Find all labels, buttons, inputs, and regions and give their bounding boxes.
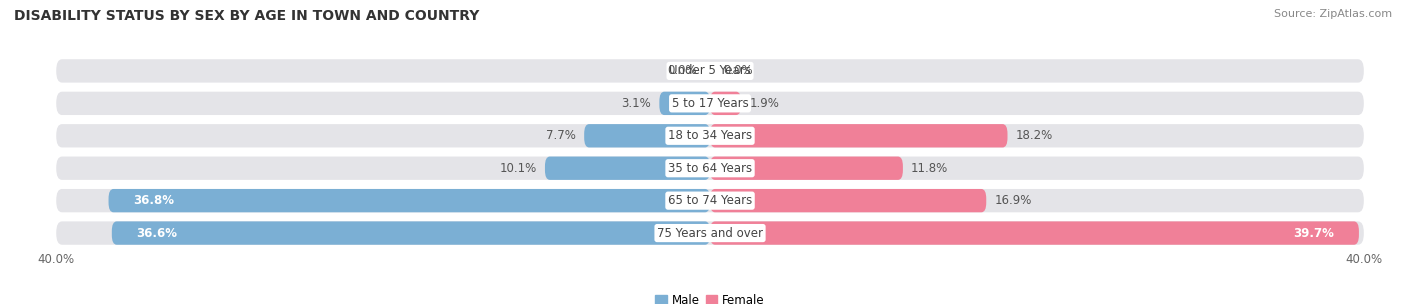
FancyBboxPatch shape	[659, 92, 710, 115]
Text: 5 to 17 Years: 5 to 17 Years	[672, 97, 748, 110]
Text: 11.8%: 11.8%	[911, 162, 948, 175]
Text: 35 to 64 Years: 35 to 64 Years	[668, 162, 752, 175]
FancyBboxPatch shape	[546, 157, 710, 180]
Text: 3.1%: 3.1%	[621, 97, 651, 110]
Text: 18 to 34 Years: 18 to 34 Years	[668, 129, 752, 142]
FancyBboxPatch shape	[710, 124, 1008, 147]
Text: 36.8%: 36.8%	[134, 194, 174, 207]
FancyBboxPatch shape	[710, 221, 1360, 245]
FancyBboxPatch shape	[56, 157, 1364, 180]
FancyBboxPatch shape	[710, 157, 903, 180]
Text: 75 Years and over: 75 Years and over	[657, 226, 763, 240]
Text: Under 5 Years: Under 5 Years	[669, 64, 751, 78]
FancyBboxPatch shape	[56, 124, 1364, 147]
Text: 7.7%: 7.7%	[546, 129, 576, 142]
FancyBboxPatch shape	[583, 124, 710, 147]
Text: 39.7%: 39.7%	[1294, 226, 1334, 240]
FancyBboxPatch shape	[56, 59, 1364, 83]
FancyBboxPatch shape	[56, 189, 1364, 212]
FancyBboxPatch shape	[710, 92, 741, 115]
Text: 36.6%: 36.6%	[136, 226, 177, 240]
Text: Source: ZipAtlas.com: Source: ZipAtlas.com	[1274, 9, 1392, 19]
Legend: Male, Female: Male, Female	[651, 289, 769, 304]
Text: 16.9%: 16.9%	[994, 194, 1032, 207]
FancyBboxPatch shape	[108, 189, 710, 212]
FancyBboxPatch shape	[112, 221, 710, 245]
Text: 18.2%: 18.2%	[1015, 129, 1053, 142]
Text: 1.9%: 1.9%	[749, 97, 779, 110]
FancyBboxPatch shape	[56, 92, 1364, 115]
Text: 0.0%: 0.0%	[723, 64, 752, 78]
FancyBboxPatch shape	[710, 189, 986, 212]
FancyBboxPatch shape	[56, 221, 1364, 245]
Text: 10.1%: 10.1%	[499, 162, 537, 175]
Text: 0.0%: 0.0%	[668, 64, 697, 78]
Text: 65 to 74 Years: 65 to 74 Years	[668, 194, 752, 207]
Text: DISABILITY STATUS BY SEX BY AGE IN TOWN AND COUNTRY: DISABILITY STATUS BY SEX BY AGE IN TOWN …	[14, 9, 479, 23]
